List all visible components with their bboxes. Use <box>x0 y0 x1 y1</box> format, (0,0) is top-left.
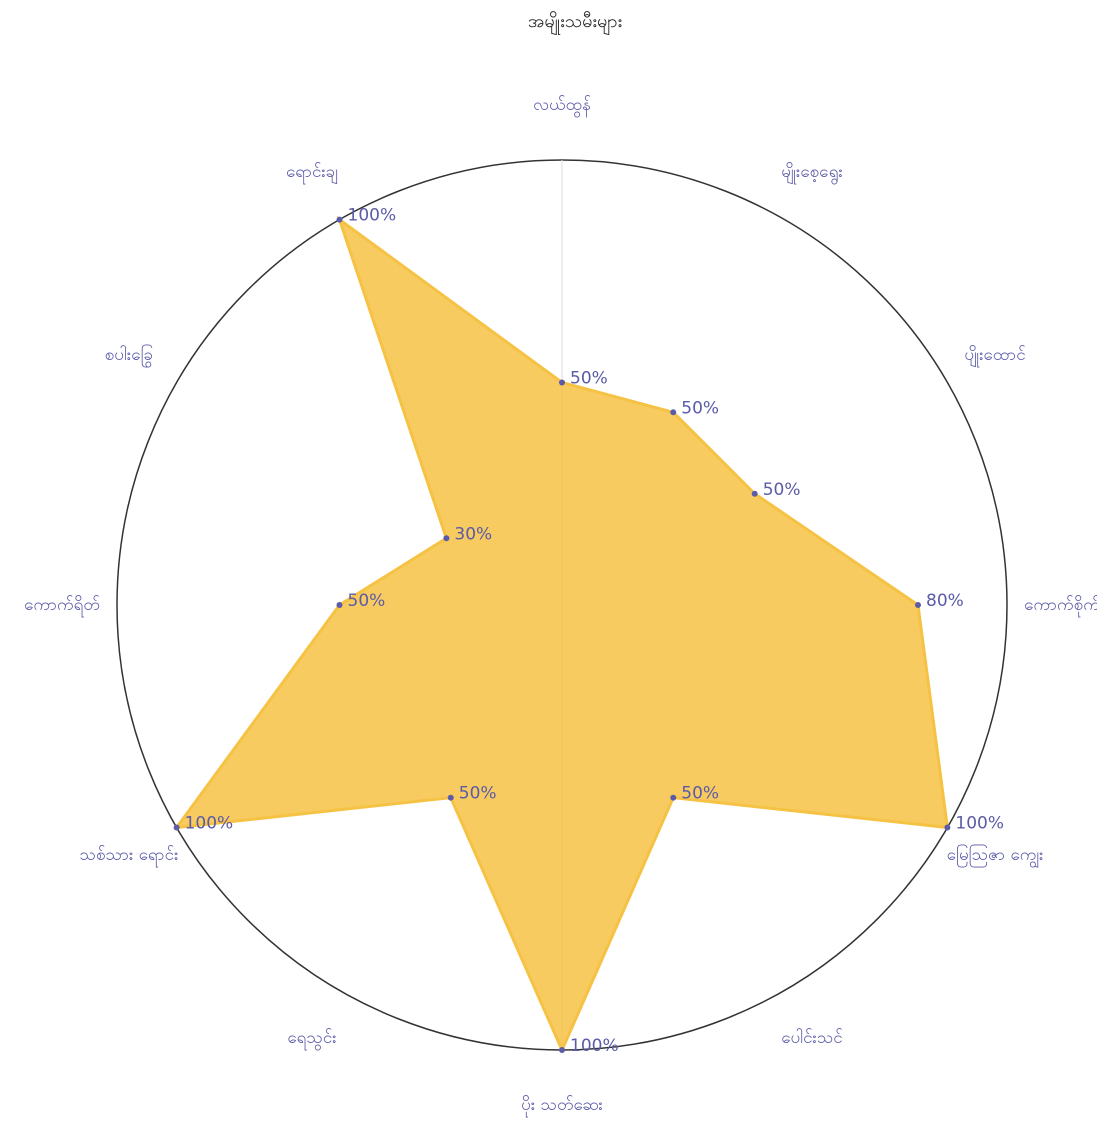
axis-label: ရေသွင်း <box>287 1028 336 1051</box>
value-label: 50% <box>459 784 497 804</box>
vertex-dot <box>751 490 758 497</box>
chart-title: အမျိုးသမီးများ <box>528 11 622 35</box>
value-label: 50% <box>763 480 801 500</box>
axis-label: ကောက်စိုက် <box>1024 595 1097 618</box>
axis-label: သစ်သား ရောင်း <box>80 845 179 868</box>
axis-label: ပေါင်းသင် <box>781 1027 842 1048</box>
axis-label: ရောင်းချ <box>286 162 338 185</box>
axis-label: မြေဩဇာ ကျွေး <box>947 843 1044 869</box>
value-label: 100% <box>955 814 1004 834</box>
vertex-dot <box>336 216 343 223</box>
value-label: 100% <box>185 814 234 834</box>
axis-label: ပျိုးထောင် <box>964 345 1025 368</box>
axis-label: မျိုးစေ့ရွေး <box>781 162 843 185</box>
value-label: 100% <box>348 206 397 226</box>
value-label: 80% <box>926 591 964 611</box>
vertex-dot <box>173 824 180 831</box>
axis-label: လယ်ထွန် <box>533 95 591 118</box>
vertex-dot <box>559 379 565 386</box>
value-label: 50% <box>681 784 719 804</box>
vertex-dot <box>336 602 343 608</box>
value-label: 50% <box>348 591 386 611</box>
value-label: 50% <box>681 398 719 418</box>
vertex-dot <box>559 1047 565 1053</box>
vertex-dot <box>944 824 951 831</box>
vertex-dot <box>915 602 921 608</box>
value-label: 50% <box>570 369 608 389</box>
value-label: 30% <box>454 524 492 544</box>
vertex-dot <box>443 535 450 542</box>
value-label: 100% <box>570 1036 619 1056</box>
axis-label: ပိုး သတ်ဆေး <box>521 1095 603 1118</box>
axis-label: ကောက်ရိတ် <box>24 595 100 618</box>
vertex-dot <box>670 794 677 801</box>
vertex-dot <box>670 409 677 416</box>
axis-label: စပါးခြွေ <box>105 343 154 368</box>
vertex-dot <box>447 794 454 801</box>
